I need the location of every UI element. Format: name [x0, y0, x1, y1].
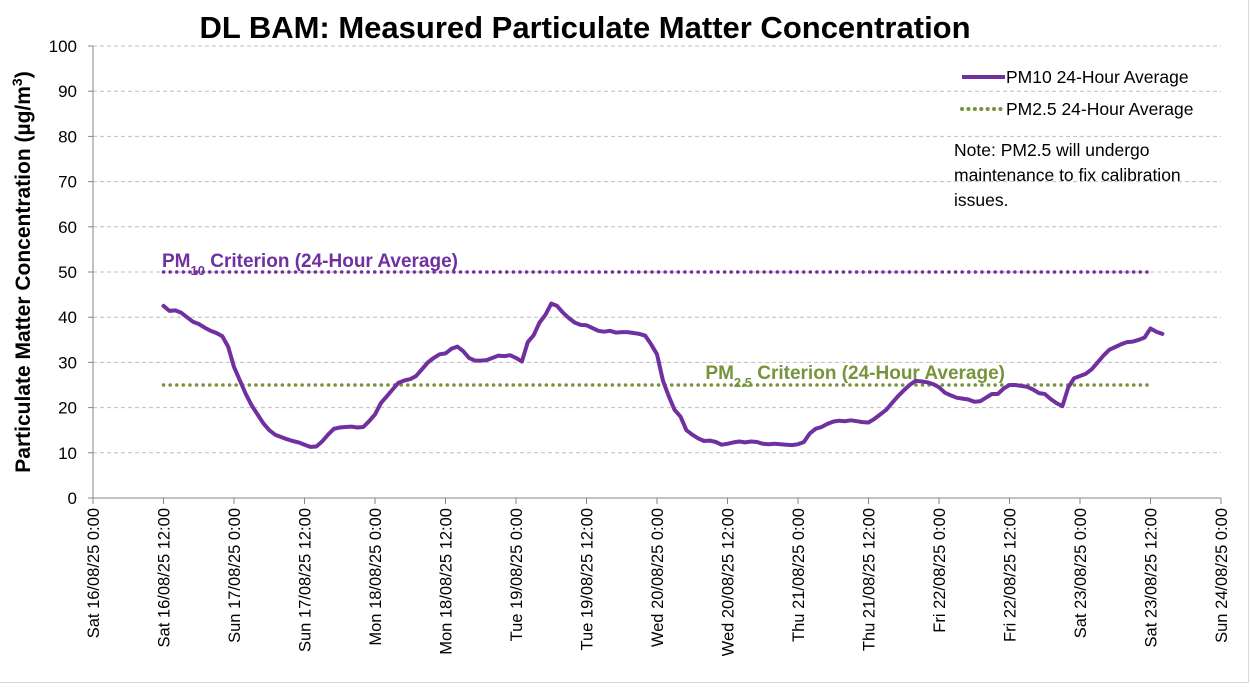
y-tick-label: 20 [58, 399, 77, 418]
x-tick-label: Fri 22/08/25 0:00 [931, 508, 949, 633]
y-tick-label: 10 [58, 444, 77, 463]
series-layer [161, 301, 1165, 449]
y-tick-label: 0 [68, 489, 77, 508]
y-tick-label: 70 [58, 173, 77, 192]
criterion-label-subscript: 10 [191, 263, 205, 278]
axes [88, 45, 1222, 504]
y-tick-label: 100 [49, 37, 77, 56]
y-tick-label: 40 [58, 308, 77, 327]
note-line: maintenance to fix calibration [954, 165, 1181, 185]
x-tick-label: Sat 23/08/25 0:00 [1072, 508, 1090, 638]
chart-title: DL BAM: Measured Particulate Matter Conc… [199, 10, 970, 45]
x-tick-label: Sun 17/08/25 0:00 [226, 508, 244, 643]
y-tick-label: 50 [58, 263, 77, 282]
x-tick-label: Fri 22/08/25 12:00 [1002, 508, 1020, 642]
x-tick-label: Sat 23/08/25 12:00 [1143, 508, 1161, 647]
y-tick-labels: 0 10 20 30 40 50 60 70 80 90 100 [49, 37, 77, 508]
series-line [161, 301, 1165, 449]
x-tick-label: Sat 16/08/25 12:00 [156, 508, 174, 647]
criterion-label-text: Criterion (24-Hour Average) [205, 251, 458, 272]
x-tick-label: Mon 18/08/25 12:00 [438, 508, 456, 655]
x-tick-label: Thu 21/08/25 12:00 [861, 508, 879, 651]
y-tick-label: 60 [58, 218, 77, 237]
legend: PM10 24-Hour Average PM2.5 24-Hour Averag… [960, 67, 1193, 119]
note-line: Note: PM2.5 will undergo [954, 140, 1150, 160]
criterion-label-subscript: 2.5 [734, 375, 752, 390]
y-tick-label: 80 [58, 127, 77, 146]
x-tick-label: Wed 20/08/25 0:00 [649, 508, 667, 647]
y-axis-title: Particulate Matter Concentration (µg/m3) [9, 71, 35, 472]
x-tick-label: Tue 19/08/25 0:00 [508, 508, 526, 641]
y-tick-label: 30 [58, 353, 77, 372]
criterion-label-text: Criterion (24-Hour Average) [752, 363, 1005, 384]
x-tick-label: Thu 21/08/25 0:00 [790, 508, 808, 642]
x-tick-label: Sat 16/08/25 0:00 [85, 508, 103, 638]
x-tick-label: Sun 17/08/25 12:00 [297, 508, 315, 652]
y-tick-label: 90 [58, 82, 77, 101]
x-tick-label: Wed 20/08/25 12:00 [720, 508, 738, 656]
note: Note: PM2.5 will undergo maintenance to f… [954, 140, 1181, 210]
unit-superscript: 3 [9, 78, 25, 86]
note-line: issues. [954, 190, 1008, 210]
legend-label: PM10 24-Hour Average [1006, 67, 1189, 87]
x-tick-label: Tue 19/08/25 12:00 [579, 508, 597, 651]
legend-label: PM2.5 24-Hour Average [1006, 99, 1193, 119]
x-tick-labels: Sat 16/08/25 0:00 Sat 16/08/25 12:00 Sun 1… [85, 508, 1231, 656]
x-tick-label: Mon 18/08/25 0:00 [367, 508, 385, 646]
x-tick-label: Sun 24/08/25 0:00 [1213, 508, 1231, 643]
